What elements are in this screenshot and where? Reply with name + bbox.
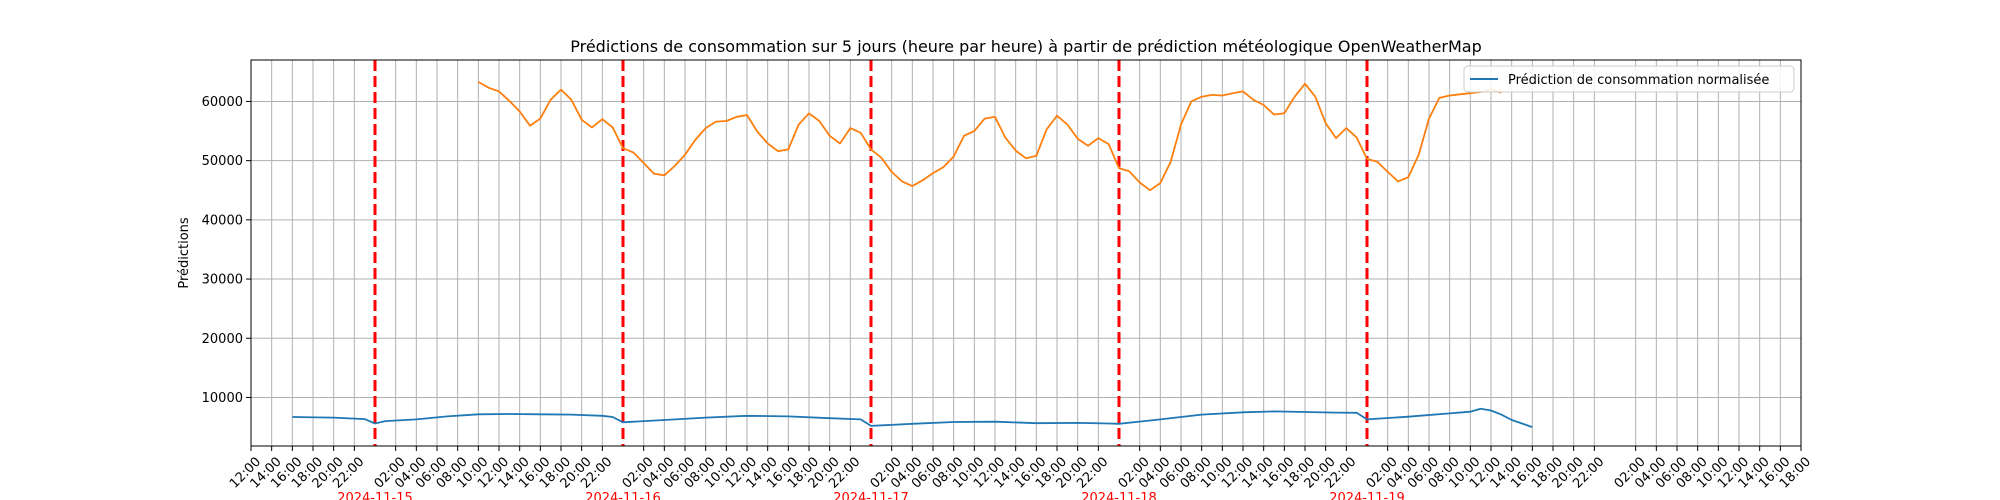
legend-box	[1463, 65, 1795, 93]
series-lines	[292, 81, 1533, 428]
day-markers: 2024-11-15 2024-11-16 2024-11-17 2024-11-18…	[337, 60, 1405, 500]
day-marker-label: 2024-11-15	[337, 491, 413, 500]
y-axis-ticks: 10000 20000 30000 40000 50000 60000	[202, 95, 251, 406]
legend-label: Prédiction de consommation normalisée	[1508, 73, 1769, 88]
day-marker-label: 2024-11-16	[585, 491, 661, 500]
chart-title: Prédictions de consommation sur 5 jours …	[570, 37, 1482, 56]
day-marker-label: 2024-11-18	[1081, 491, 1157, 500]
y-tick-label: 10000	[202, 391, 243, 406]
y-tick-label: 50000	[202, 154, 243, 169]
legend: Prédiction de consommation normalisée	[1463, 65, 1795, 93]
y-tick-label: 20000	[202, 332, 243, 347]
series-line-0	[292, 407, 1533, 428]
day-marker-label: 2024-11-17	[833, 491, 909, 500]
series-line-1	[477, 81, 1502, 192]
day-marker-label: 2024-11-19	[1329, 491, 1405, 500]
y-tick-label: 60000	[202, 95, 243, 110]
y-tick-label: 30000	[202, 273, 243, 288]
y-axis-label: Prédictions	[177, 217, 192, 289]
y-tick-label: 40000	[202, 213, 243, 228]
grid	[250, 60, 1802, 446]
plot-frame	[250, 59, 1802, 447]
